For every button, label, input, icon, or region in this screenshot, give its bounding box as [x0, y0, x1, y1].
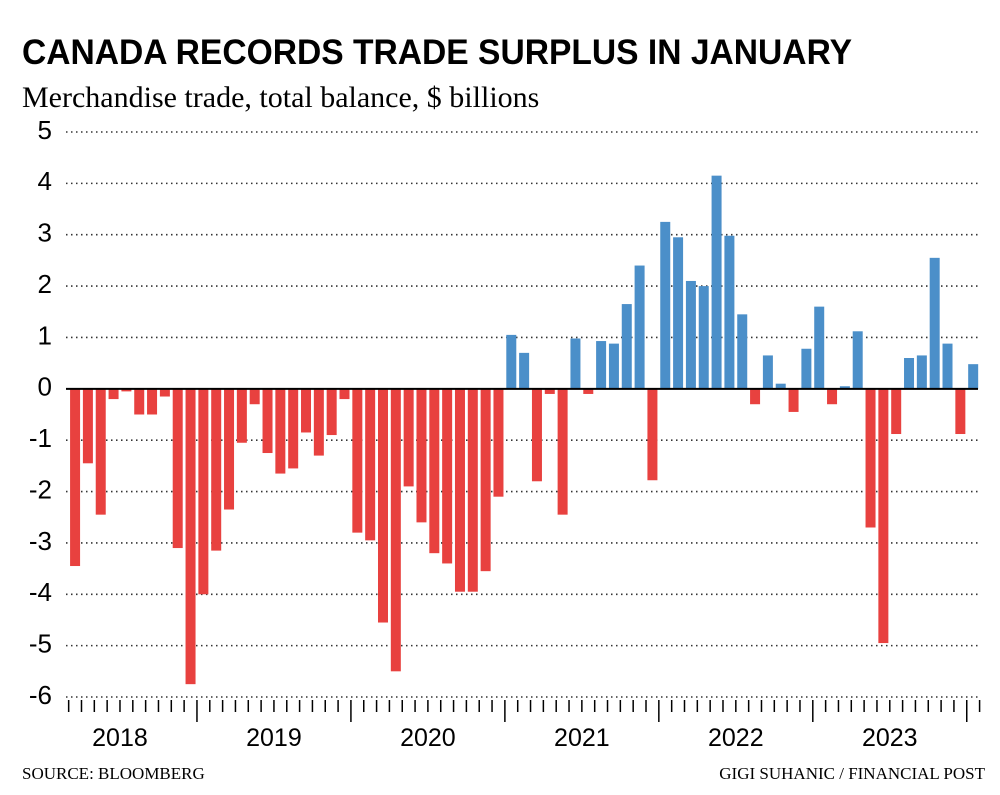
bar — [275, 388, 286, 474]
bar — [724, 235, 735, 389]
y-tick-label: 3 — [38, 218, 52, 248]
bar — [878, 388, 889, 644]
bar — [827, 388, 838, 405]
bar — [198, 388, 209, 595]
bar — [339, 388, 350, 400]
bar — [377, 388, 388, 623]
bar — [531, 388, 542, 482]
bar — [621, 304, 632, 389]
source: SOURCE: BLOOMBERG — [22, 764, 205, 783]
y-tick-label: -4 — [29, 577, 52, 607]
bar — [262, 388, 273, 454]
bar — [467, 388, 478, 592]
bar — [865, 388, 876, 528]
bar — [801, 348, 812, 389]
bar — [326, 388, 337, 436]
bar — [506, 334, 517, 389]
y-tick-label: 0 — [38, 372, 52, 402]
y-tick-label: 4 — [38, 166, 52, 196]
y-tick-label: 2 — [38, 269, 52, 299]
bar — [904, 358, 915, 389]
bar — [224, 388, 235, 510]
y-tick-label: 5 — [38, 115, 52, 145]
bar — [442, 388, 453, 564]
bar — [352, 388, 363, 533]
bar — [172, 388, 183, 549]
bar — [711, 175, 722, 389]
bar — [557, 388, 568, 515]
bar — [108, 388, 119, 400]
y-tick-label: 1 — [38, 320, 52, 350]
bar — [634, 265, 645, 389]
y-tick-label: -3 — [29, 526, 52, 556]
bar — [685, 280, 696, 389]
bar — [493, 388, 504, 497]
bar — [185, 388, 196, 685]
year-label: 2018 — [92, 724, 148, 752]
bar — [429, 388, 440, 554]
year-label: 2023 — [862, 724, 918, 752]
bar — [775, 383, 786, 389]
bar — [814, 306, 825, 389]
bar — [301, 388, 312, 433]
bar — [955, 388, 966, 435]
bar — [288, 388, 299, 469]
bar — [839, 386, 850, 389]
y-tick-label: -6 — [29, 680, 52, 710]
bar — [929, 257, 940, 389]
bar — [416, 388, 427, 523]
chart-title: CANADA RECORDS TRADE SURPLUS IN JANUARY — [22, 33, 852, 72]
bar — [211, 388, 222, 551]
bar — [852, 331, 863, 389]
y-tick-label: -2 — [29, 474, 52, 504]
bar — [596, 341, 607, 389]
y-tick-label: -5 — [29, 629, 52, 659]
bar — [365, 388, 376, 541]
bar — [454, 388, 465, 592]
bar — [121, 388, 132, 392]
credit: GIGI SUHANIC / FINANCIAL POST — [719, 764, 985, 783]
chart-subtitle: Merchandise trade, total balance, $ bill… — [22, 81, 539, 114]
bar — [403, 388, 414, 487]
bar — [916, 355, 927, 389]
bar — [82, 388, 93, 464]
bar — [737, 314, 748, 389]
bar — [70, 388, 81, 567]
bar — [570, 338, 581, 389]
bar — [313, 388, 324, 456]
bar — [390, 388, 401, 672]
year-label: 2021 — [554, 724, 610, 752]
bar — [480, 388, 491, 572]
bar — [236, 388, 247, 443]
bar — [249, 388, 260, 405]
y-tick-label: -1 — [29, 423, 52, 453]
year-label: 2019 — [246, 724, 302, 752]
bar — [788, 388, 799, 412]
bar — [942, 343, 953, 389]
bar — [647, 388, 658, 481]
bar — [698, 286, 709, 389]
bar — [660, 221, 671, 389]
bar — [750, 388, 761, 405]
bar — [147, 388, 158, 415]
bar — [968, 364, 979, 389]
bar — [544, 388, 555, 394]
bar — [608, 343, 619, 389]
bar — [583, 388, 594, 394]
bar — [134, 388, 145, 415]
bar — [159, 388, 170, 397]
year-label: 2022 — [708, 724, 764, 752]
bar — [891, 388, 902, 435]
bar — [762, 355, 773, 389]
year-label: 2020 — [400, 724, 456, 752]
bar — [519, 352, 530, 389]
bar — [673, 237, 684, 389]
bar — [95, 388, 106, 515]
